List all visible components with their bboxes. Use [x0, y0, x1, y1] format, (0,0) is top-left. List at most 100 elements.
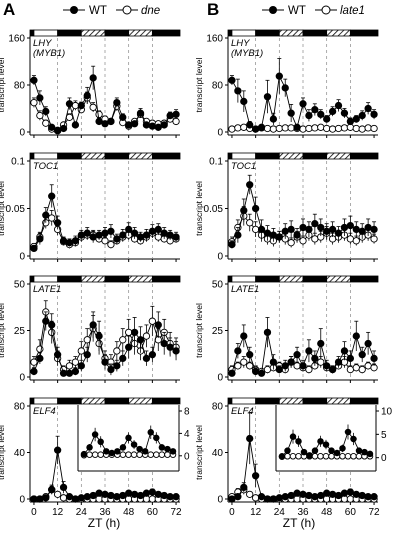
panel-b-late1-series-0-point-23: [364, 339, 372, 348]
panel-a-late1-ytick-label-1: 25: [14, 326, 26, 337]
panel-b-lhy-series-0-point-12: [299, 100, 307, 108]
panel-b-elf4-lightbar-6: [349, 397, 379, 405]
panel-a-late1-series-0-point-4: [53, 351, 62, 359]
panel-a-toc1-ytick-label-1: 0.05: [6, 204, 26, 215]
panel-a-elf4-ytick-label-0: 0: [19, 495, 25, 506]
panel-a-elf4-inset-ytick-label-0: 0: [184, 451, 190, 462]
panel-b-elf4-inset-ytick-label-1: 5: [381, 430, 387, 441]
panel-b-toc1-series-1-point-3: [246, 219, 254, 227]
panel-b-late1-series-0-point-13: [305, 347, 313, 355]
panel-a-toc1-lightbar-1: [33, 152, 59, 160]
panel-a-elf4-inset-series-0-point-0: [80, 450, 88, 458]
panel-b-toc1-gene-label: TOC1: [231, 161, 256, 172]
panel-a-elf4-series-0-point-18: [136, 491, 145, 500]
panel-b-late1-lightbar-5: [326, 275, 351, 283]
panel-a-lhy-series-0-point-18: [136, 109, 145, 117]
panel-b-lhy-series-0-point-19: [340, 109, 349, 117]
panel-letter-b: B: [207, 0, 219, 19]
panel-b-elf4-series-0-point-13: [305, 491, 313, 500]
panel-a-lhy-lightbar-0: [29, 29, 35, 37]
panel-a-elf4-xtick-label-6: 72: [170, 507, 182, 518]
panel-b-late1-series-0-point-20: [346, 354, 355, 363]
legend-a-mutant-label: dne: [141, 5, 160, 17]
panel-a-elf4-inset-series-0-point-9: [130, 441, 138, 448]
panel-a-toc1-series-1-point-13: [107, 240, 115, 249]
panel-b-late1-ytick-label-1: 25: [212, 326, 224, 337]
panel-a-lhy-series-0-point-3: [48, 123, 56, 131]
panel-a-elf4-inset-ytick-label-1: 4: [184, 429, 190, 440]
panel-a-late1-ytick-label-2: 50: [14, 280, 26, 291]
panel-a-elf4-series-0-point-11: [95, 489, 103, 497]
panel-a-elf4-lightbar-4: [104, 397, 130, 405]
panel-a-late1-series-1-point-14: [113, 347, 121, 355]
panel-b-elf4-inset-series-1-point-1: [284, 453, 291, 460]
panel-b-late1-series-1-point-6: [263, 365, 272, 374]
panel-b-late1-lightbar-2: [255, 275, 280, 283]
panel-b-late1-series-0-point-18: [334, 358, 343, 366]
panel-a-lhy-series-0-point-20: [148, 122, 157, 130]
panel-b-elf4-xtick-label-1: 12: [250, 507, 262, 518]
panel-a-lhy-series-1-point-1: [36, 111, 44, 120]
panel-b-elf4-inset-series-1-point-11: [339, 453, 346, 460]
panel-a-late1-series-1-point-7: [71, 358, 80, 366]
panel-b-toc1-series-0-point-1: [234, 231, 242, 239]
panel-a-late1-series-1-point-8: [77, 347, 85, 355]
panel-a-elf4-inset-series-1-point-7: [119, 451, 127, 458]
panel-a-lhy-series-0-point-21: [154, 123, 162, 131]
panel-b-lhy-lightbar-6: [349, 29, 379, 37]
panel-a-elf4-inset-series-1-point-13: [153, 451, 160, 458]
panel-a-elf4-inset-series-1-point-15: [164, 451, 171, 458]
panel-b-elf4-series-0-point-5: [257, 493, 266, 501]
panel-a-elf4-inset-series-0-point-13: [153, 434, 160, 442]
panel-b-elf4-xtick-label-0: 0: [229, 507, 235, 518]
panel-a-elf4-inset-series-0-point-11: [141, 448, 149, 455]
panel-b-elf4-lightbar-5: [326, 397, 351, 405]
panel-a-elf4-xtick-label-5: 60: [147, 507, 159, 518]
panel-a-lhy-series-0-point-6: [65, 100, 74, 108]
panel-b-elf4-series-0-point-12: [299, 490, 307, 498]
panel-b-toc1-series-1-point-4: [251, 225, 260, 234]
panel-a-elf4-series-0-point-14: [113, 493, 121, 501]
panel-a-lhy-series-0-point-5: [59, 124, 68, 133]
panel-a-lhy-lightbar-3: [80, 29, 106, 37]
panel-a-elf4-series-0-point-3: [48, 486, 56, 494]
panel-b-lhy-series-1-point-6: [263, 124, 272, 133]
panel-b-lhy-series-0-point-17: [328, 107, 337, 116]
panel-b-elf4-inset-series-1-point-9: [328, 453, 335, 460]
panel-a-elf4-ytick-label-2: 80: [14, 402, 26, 413]
panel-a-toc1-series-0-point-21: [154, 225, 162, 234]
panel-b-lhy: 0 80 160 transcript level LHY(MYB1): [194, 29, 379, 139]
panel-a-late1-y-axis-title: transcript level: [0, 303, 6, 358]
panel-a-lhy-lightbar-4: [104, 29, 130, 37]
panel-b-toc1-series-0-point-3: [246, 181, 254, 189]
panel-b-elf4-xtick-label-3: 36: [297, 507, 309, 518]
panel-b-elf4-ytick-label-1: 40: [212, 448, 224, 459]
legend-a-wt-marker: [70, 6, 78, 14]
panel-b-elf4-series-0-point-20: [346, 488, 355, 496]
panel-a-elf4-inset-series-0-point-3: [97, 438, 104, 446]
panel-a-lhy-gene-label-2: (MYB1): [33, 48, 65, 59]
panel-b-late1-series-0-point-5: [257, 369, 266, 377]
panel-a-lhy-lightbar-6: [151, 29, 181, 37]
panel-a-elf4-series-0-point-4: [53, 446, 62, 454]
panel-a-late1-lightbar-4: [104, 275, 130, 283]
panel-b-lhy-ytick-label-1: 80: [212, 81, 224, 92]
panel-a-elf4-xtick-label-0: 0: [31, 507, 37, 518]
panel-a-late1-series-0-point-20: [148, 351, 157, 359]
panel-a-elf4-lightbar-3: [80, 397, 106, 405]
panel-b-toc1-series-1-point-20: [346, 235, 355, 243]
legend-b-wt-label: WT: [288, 5, 306, 17]
panel-b-lhy-series-1-point-17: [328, 125, 337, 133]
panel-b-elf4-series-0-point-18: [334, 491, 343, 500]
panel-a-late1-series-1-point-6: [65, 362, 74, 370]
panel-b-elf4-lightbar-4: [302, 397, 328, 405]
legend-b: WT late1: [262, 5, 365, 17]
panel-a-elf4-gene-label: ELF4: [33, 406, 56, 417]
panel-a-toc1-series-0-point-18: [136, 233, 145, 241]
panel-b-toc1-series-0-point-11: [293, 231, 301, 239]
panel-b-elf4: 0 40 80 transcript level 0 12 24 36 48 60 72 ELF4 0 5…: [194, 397, 393, 518]
panel-b-elf4-series-0-point-4: [251, 472, 260, 480]
panel-b-lhy-series-0-point-18: [334, 101, 343, 110]
panel-a-lhy-series-0-point-7: [71, 121, 80, 129]
